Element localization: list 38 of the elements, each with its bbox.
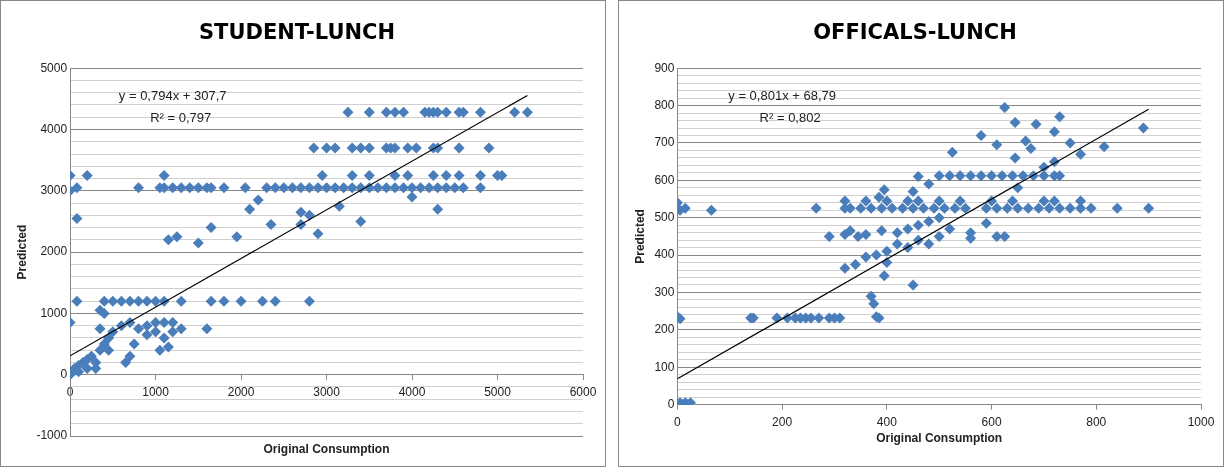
annotation: R² = 0,797 bbox=[150, 109, 212, 125]
chart-title: STUDENT-LUNCH bbox=[198, 20, 396, 45]
y-tick-label: 1000 bbox=[40, 305, 68, 320]
y-tick-label: 700 bbox=[654, 135, 675, 150]
y-axis-title: Predicted bbox=[14, 224, 29, 280]
y-tick-label: 0 bbox=[667, 396, 675, 411]
y-tick-label: 600 bbox=[654, 172, 675, 187]
x-tick-label: 400 bbox=[876, 415, 898, 430]
x-tick-label: 1000 bbox=[142, 385, 170, 400]
x-tick-label: 4000 bbox=[398, 385, 426, 400]
x-tick-label: 6000 bbox=[569, 385, 597, 400]
annotation: y = 0,794x + 307,7 bbox=[118, 87, 227, 103]
y-axis-title: Predicted bbox=[632, 209, 647, 264]
y-tick-label: 800 bbox=[654, 97, 675, 112]
y-tick-label: 5000 bbox=[40, 60, 68, 75]
x-axis-title: Original Consumption bbox=[263, 442, 390, 456]
x-tick-label: 2000 bbox=[227, 385, 255, 400]
annotation: R² = 0,802 bbox=[759, 109, 821, 125]
x-tick-label: 200 bbox=[772, 415, 793, 430]
y-tick-label: 4000 bbox=[40, 121, 68, 136]
y-tick-label: 0 bbox=[60, 367, 68, 382]
y-tick-label: 200 bbox=[654, 322, 675, 337]
x-tick-label: 3000 bbox=[313, 385, 341, 400]
y-tick-label: -1000 bbox=[36, 428, 68, 443]
x-tick-label: 1000 bbox=[1187, 415, 1215, 430]
y-tick-label: 400 bbox=[654, 247, 675, 262]
y-tick-label: 3000 bbox=[40, 183, 68, 198]
x-tick-label: 5000 bbox=[484, 385, 512, 400]
x-axis-title: Original Consumption bbox=[876, 430, 1003, 445]
y-tick-label: 500 bbox=[654, 210, 675, 225]
chart-title: OFFICALS-LUNCH bbox=[813, 20, 1017, 45]
y-tick-label: 900 bbox=[654, 60, 675, 75]
y-tick-label: 100 bbox=[654, 359, 675, 374]
x-tick-label: 800 bbox=[1086, 415, 1107, 430]
x-tick-label: 600 bbox=[981, 415, 1002, 430]
annotation: y = 0,801x + 68,79 bbox=[728, 87, 836, 103]
y-tick-label: 2000 bbox=[40, 244, 68, 259]
y-tick-label: 300 bbox=[654, 284, 675, 299]
